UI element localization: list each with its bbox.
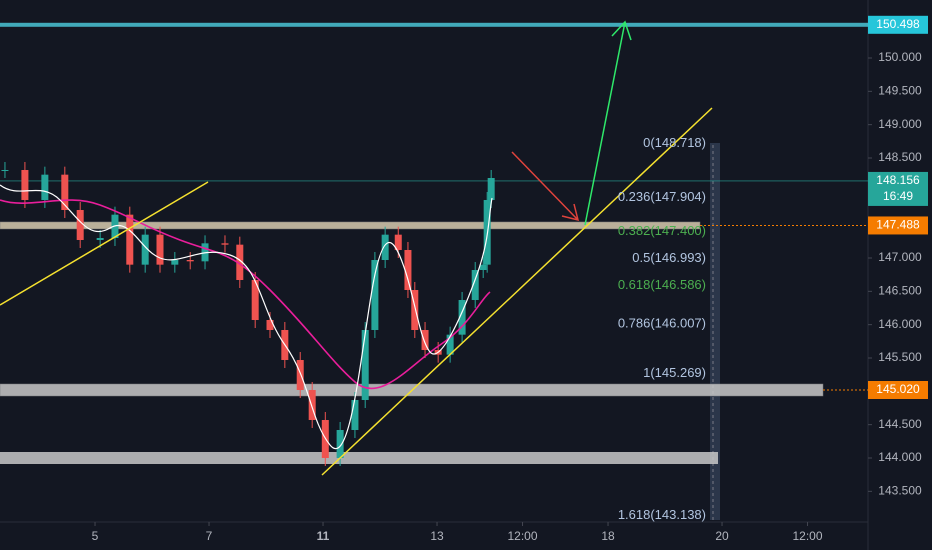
candle-body bbox=[61, 174, 69, 210]
x-tick-label: 12:00 bbox=[508, 529, 538, 543]
candle-body bbox=[41, 174, 49, 200]
levels bbox=[0, 22, 868, 464]
trend-line bbox=[0, 181, 209, 306]
level-line bbox=[0, 22, 868, 27]
candle-body bbox=[76, 210, 84, 240]
candle-body bbox=[308, 390, 316, 420]
x-tick-label: 5 bbox=[92, 529, 99, 543]
candle-body bbox=[141, 234, 149, 265]
x-tick-label: 18 bbox=[601, 529, 615, 543]
y-tick-label: 145.500 bbox=[878, 350, 922, 364]
y-tick-label: 148.500 bbox=[878, 150, 922, 164]
fib-label: 1.618(143.138) bbox=[618, 507, 706, 522]
price-flag bbox=[868, 381, 928, 399]
fib-label: 0.5(146.993) bbox=[632, 250, 706, 265]
candle-body bbox=[446, 334, 454, 355]
candle-body bbox=[381, 234, 389, 260]
price-flag-sub: 16:49 bbox=[883, 189, 913, 203]
price-flag-label: 148.156 bbox=[876, 173, 920, 187]
y-tick-label: 144.000 bbox=[878, 450, 922, 464]
y-tick-label: 143.500 bbox=[878, 484, 922, 498]
x-tick-label: 7 bbox=[206, 529, 213, 543]
candle-body bbox=[421, 330, 429, 350]
price-flag bbox=[868, 216, 928, 235]
y-tick-label: 150.000 bbox=[878, 50, 922, 64]
candle-body bbox=[251, 280, 259, 320]
y-tick-label: 144.500 bbox=[878, 417, 922, 431]
candle-body bbox=[186, 260, 194, 262]
moving-average-fast bbox=[0, 184, 493, 449]
fib-label: 0(148.718) bbox=[643, 135, 706, 150]
fib-label: 0.618(146.586) bbox=[618, 277, 706, 292]
price-flag-label: 150.498 bbox=[876, 17, 920, 31]
candle-body bbox=[361, 330, 369, 400]
candle-body bbox=[479, 264, 487, 270]
price-flag-label: 145.020 bbox=[876, 382, 920, 396]
price-flag-label: 147.488 bbox=[876, 218, 920, 232]
candle-body bbox=[21, 170, 29, 200]
candle-body bbox=[351, 400, 359, 430]
price-flag bbox=[868, 171, 928, 206]
fib-labels: 0(148.718) 0.236(147.904) 0.382(147.400) 0.… bbox=[618, 135, 706, 522]
axes: 150.000 149.500 149.000 148.500 147.000 146.5… bbox=[92, 15, 928, 543]
x-tick-label: 13 bbox=[430, 529, 444, 543]
fib-label: 1(145.269) bbox=[643, 365, 706, 380]
candle-body bbox=[404, 250, 412, 290]
support-band bbox=[0, 452, 718, 464]
candle-body bbox=[458, 300, 466, 335]
y-tick-label: 149.000 bbox=[878, 117, 922, 131]
candle-body bbox=[236, 244, 244, 280]
fib-label: 0.382(147.400) bbox=[618, 223, 706, 238]
y-tick-label: 147.000 bbox=[878, 250, 922, 264]
moving-average-slow bbox=[0, 199, 491, 390]
candle-body bbox=[171, 260, 179, 265]
arrow-up bbox=[584, 20, 632, 226]
y-tick-label: 149.500 bbox=[878, 84, 922, 98]
candle-body bbox=[487, 178, 495, 200]
candle-body bbox=[336, 430, 344, 458]
candle-body bbox=[371, 260, 379, 330]
x-tick-label: 11 bbox=[317, 529, 330, 543]
candle-body bbox=[471, 270, 479, 300]
candle-body bbox=[126, 214, 134, 265]
level-band bbox=[0, 221, 701, 230]
candle-body bbox=[394, 234, 402, 250]
candle-body bbox=[156, 234, 164, 265]
fib-label: 0.786(146.007) bbox=[618, 316, 706, 331]
fib-label: 0.236(147.904) bbox=[618, 189, 706, 204]
y-tick-label: 146.500 bbox=[878, 284, 922, 298]
candle-body bbox=[1, 170, 9, 171]
candle-body bbox=[411, 290, 419, 330]
price-flag bbox=[868, 15, 928, 34]
candle-body bbox=[266, 320, 274, 330]
fib-bar bbox=[710, 143, 720, 520]
x-tick-label: 12:00 bbox=[793, 529, 823, 543]
x-tick-label: 20 bbox=[715, 529, 729, 543]
candle-body bbox=[296, 360, 304, 390]
arrow-down bbox=[511, 151, 580, 222]
trend-line bbox=[321, 107, 713, 476]
candle-body bbox=[96, 238, 104, 240]
y-tick-label: 146.000 bbox=[878, 317, 922, 331]
candle-body bbox=[221, 243, 229, 245]
drawings bbox=[0, 20, 713, 476]
